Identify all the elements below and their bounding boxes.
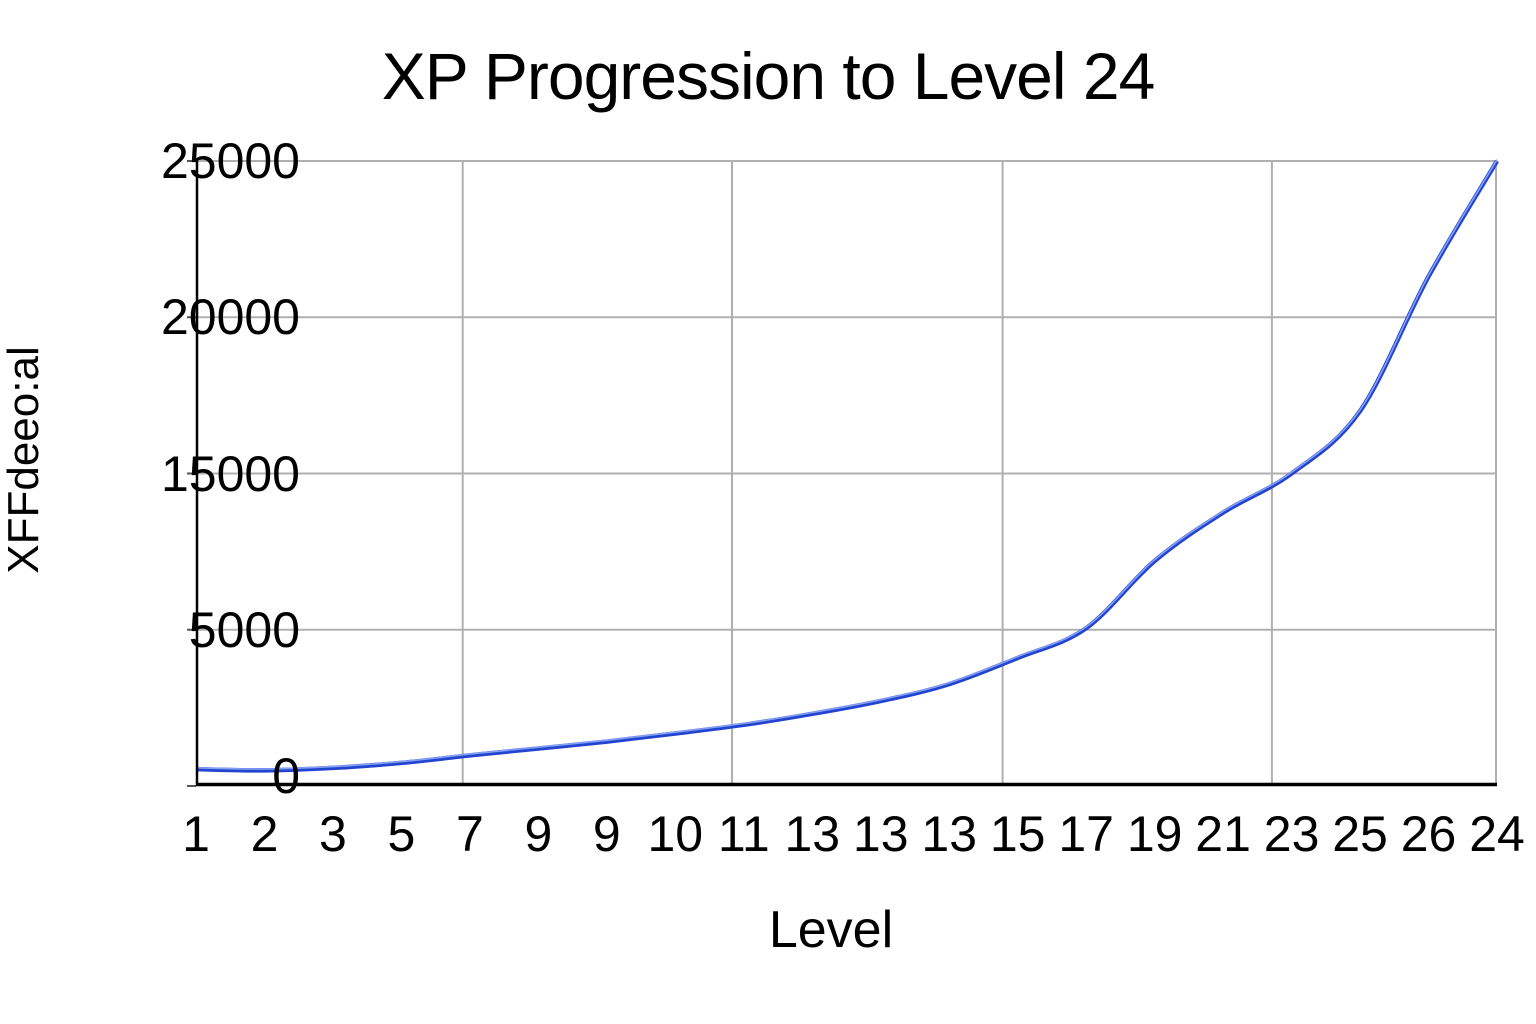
xp-line [195,159,1499,773]
y-tick-label: 25000 [160,133,300,189]
y-tick-label: 15000 [160,445,300,502]
x-tick-label: 13 [784,806,841,862]
x-tick-label: 2 [250,806,279,862]
x-tick-label: 23 [1263,806,1320,862]
chart-title: XP Progression to Level 24 [381,39,1156,113]
x-tick-label: 1 [182,806,210,862]
x-tick-label: 17 [1058,806,1114,862]
x-tick-label: 26 [1400,806,1457,862]
x-tick-label: 24 [1469,806,1525,862]
y-tick-label: 5000 [188,601,300,658]
x-tick-label: 15 [989,806,1046,862]
plot-area [187,159,1499,787]
x-tick-label: 25 [1332,806,1388,862]
y-tick-label: 20000 [160,289,300,346]
x-tick-label: 3 [319,806,347,862]
x-tick-label: 9 [592,806,621,862]
x-tick-label: 13 [921,806,978,862]
x-tick-label: 9 [524,806,553,862]
x-tick-label: 5 [387,806,416,862]
x-tick-label: 13 [852,806,909,862]
x-tick-label: 11 [717,806,770,862]
x-tick-label: 7 [455,806,484,862]
x-tick-label: 10 [647,806,704,862]
chart-canvas [187,159,1499,787]
xp-line-highlight [195,159,1498,770]
y-tick-label: 0 [272,748,300,804]
x-axis-label: Level [768,901,894,959]
x-tick-label: 21 [1195,806,1251,862]
x-tick-label: 19 [1126,806,1183,862]
